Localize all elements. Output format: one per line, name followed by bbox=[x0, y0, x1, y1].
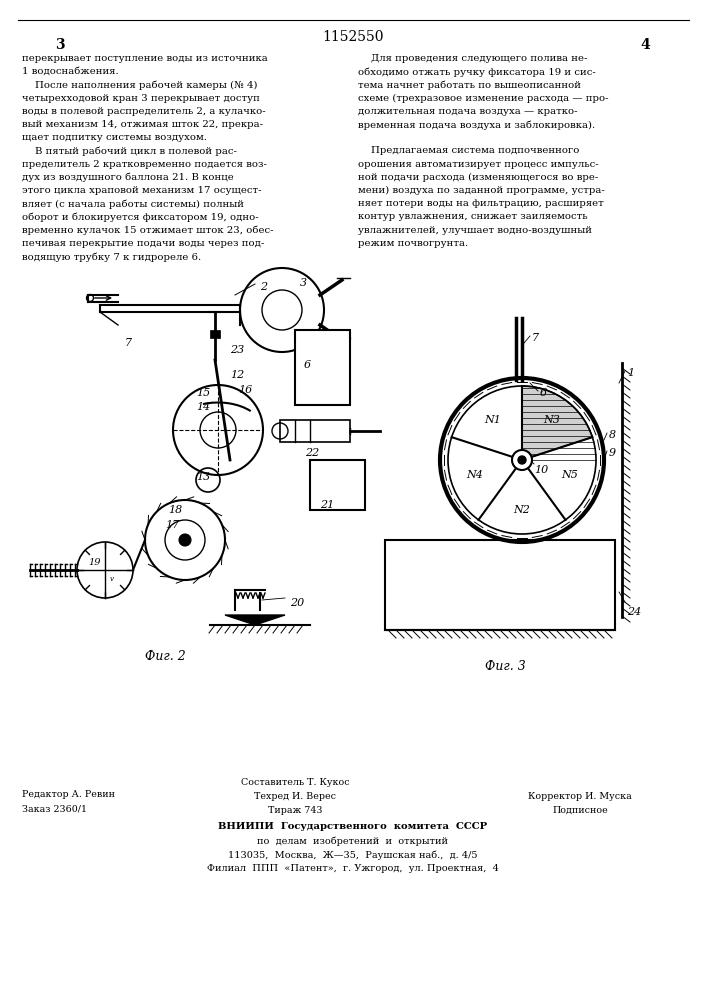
Text: 4: 4 bbox=[640, 38, 650, 52]
Text: схеме (трехразовое изменение расхода — про-: схеме (трехразовое изменение расхода — п… bbox=[358, 94, 609, 103]
Bar bbox=[210, 330, 220, 338]
Circle shape bbox=[518, 456, 526, 464]
Text: 23: 23 bbox=[230, 345, 244, 355]
Text: После наполнения рабочей камеры (№ 4): После наполнения рабочей камеры (№ 4) bbox=[22, 80, 257, 90]
Text: 2: 2 bbox=[260, 282, 267, 292]
Text: вый механизм 14, отжимая шток 22, прекра-: вый механизм 14, отжимая шток 22, прекра… bbox=[22, 120, 263, 129]
Text: 1152550: 1152550 bbox=[322, 30, 384, 44]
Text: Составитель Т. Кукос: Составитель Т. Кукос bbox=[240, 778, 349, 787]
Text: оборот и блокируется фиксатором 19, одно-: оборот и блокируется фиксатором 19, одно… bbox=[22, 212, 259, 222]
Text: Корректор И. Муска: Корректор И. Муска bbox=[528, 792, 632, 801]
Text: 7: 7 bbox=[532, 333, 539, 343]
Text: тема начнет работать по вышеописанной: тема начнет работать по вышеописанной bbox=[358, 80, 581, 90]
Text: режим почвогрунта.: режим почвогрунта. bbox=[358, 239, 468, 248]
Text: В пятый рабочий цикл в полевой рас-: В пятый рабочий цикл в полевой рас- bbox=[22, 146, 237, 156]
Text: орошения автоматизирует процесс импульс-: орошения автоматизирует процесс импульс- bbox=[358, 160, 599, 169]
Text: Редактор А. Ревин: Редактор А. Ревин bbox=[22, 790, 115, 799]
Text: Заказ 2360/1: Заказ 2360/1 bbox=[22, 804, 87, 813]
Text: Предлагаемая система подпочвенного: Предлагаемая система подпочвенного bbox=[358, 146, 579, 155]
Circle shape bbox=[512, 450, 532, 470]
Text: N1: N1 bbox=[484, 415, 501, 425]
Text: няет потери воды на фильтрацию, расширяет: няет потери воды на фильтрацию, расширяе… bbox=[358, 199, 604, 208]
Text: Для проведения следующего полива не-: Для проведения следующего полива не- bbox=[358, 54, 588, 63]
Text: 1 водоснабжения.: 1 водоснабжения. bbox=[22, 67, 119, 76]
Text: этого цикла храповой механизм 17 осущест-: этого цикла храповой механизм 17 осущест… bbox=[22, 186, 262, 195]
Text: 20: 20 bbox=[290, 598, 304, 608]
Bar bbox=[295, 330, 350, 405]
Text: Тираж 743: Тираж 743 bbox=[268, 806, 322, 815]
Text: пределитель 2 кратковременно подается воз-: пределитель 2 кратковременно подается во… bbox=[22, 160, 267, 169]
Text: обходимо отжать ручку фиксатора 19 и сис-: обходимо отжать ручку фиксатора 19 и сис… bbox=[358, 67, 596, 77]
Text: 24: 24 bbox=[627, 607, 641, 617]
Text: дух из воздушного баллона 21. В конце: дух из воздушного баллона 21. В конце bbox=[22, 173, 234, 182]
Bar bbox=[280, 420, 350, 442]
Text: ВНИИПИ  Государственного  комитета  СССР: ВНИИПИ Государственного комитета СССР bbox=[218, 822, 488, 831]
Wedge shape bbox=[522, 386, 592, 460]
Text: 3: 3 bbox=[300, 278, 307, 288]
Text: N4: N4 bbox=[466, 470, 483, 480]
Text: временно кулачок 15 отжимает шток 23, обес-: временно кулачок 15 отжимает шток 23, об… bbox=[22, 226, 274, 235]
Text: вляет (с начала работы системы) полный: вляет (с начала работы системы) полный bbox=[22, 199, 244, 209]
Text: Филиал  ППП  «Патент»,  г. Ужгород,  ул. Проектная,  4: Филиал ППП «Патент», г. Ужгород, ул. Про… bbox=[207, 864, 499, 873]
Text: четырехходовой кран 3 перекрывает доступ: четырехходовой кран 3 перекрывает доступ bbox=[22, 94, 260, 103]
Text: 22: 22 bbox=[305, 448, 320, 458]
Text: 18: 18 bbox=[168, 505, 182, 515]
Text: Техред И. Верес: Техред И. Верес bbox=[254, 792, 336, 801]
Text: 19: 19 bbox=[88, 558, 100, 567]
Text: 21: 21 bbox=[320, 500, 334, 510]
Text: 6: 6 bbox=[540, 388, 547, 398]
Text: 8: 8 bbox=[609, 430, 616, 440]
Text: 7: 7 bbox=[125, 338, 132, 348]
Text: 1: 1 bbox=[627, 368, 634, 378]
Text: контур увлажнения, снижает заиляемость: контур увлажнения, снижает заиляемость bbox=[358, 212, 588, 221]
Text: 15: 15 bbox=[196, 388, 210, 398]
Text: 14: 14 bbox=[196, 402, 210, 412]
Text: 3: 3 bbox=[55, 38, 65, 52]
Text: Фиг. 3: Фиг. 3 bbox=[484, 660, 525, 673]
Text: водящую трубку 7 к гидрореле 6.: водящую трубку 7 к гидрореле 6. bbox=[22, 252, 201, 261]
Text: N3: N3 bbox=[543, 415, 560, 425]
Text: печивая перекрытие подачи воды через под-: печивая перекрытие подачи воды через под… bbox=[22, 239, 264, 248]
Text: 13: 13 bbox=[196, 472, 210, 482]
Text: 6: 6 bbox=[304, 360, 311, 370]
Text: 17: 17 bbox=[165, 520, 180, 530]
Text: мени) воздуха по заданной программе, устра-: мени) воздуха по заданной программе, уст… bbox=[358, 186, 604, 195]
Text: щает подпитку системы воздухом.: щает подпитку системы воздухом. bbox=[22, 133, 207, 142]
Polygon shape bbox=[225, 615, 285, 625]
Text: 9: 9 bbox=[609, 448, 616, 458]
Text: N2: N2 bbox=[513, 505, 530, 515]
Bar bbox=[385, 540, 615, 630]
Text: воды в полевой распределитель 2, а кулачко-: воды в полевой распределитель 2, а кулач… bbox=[22, 107, 266, 116]
Text: 16: 16 bbox=[238, 385, 252, 395]
Text: 12: 12 bbox=[230, 370, 244, 380]
Bar bbox=[310, 460, 365, 510]
Text: перекрывает поступление воды из источника: перекрывает поступление воды из источник… bbox=[22, 54, 268, 63]
Text: 10: 10 bbox=[534, 465, 548, 475]
Text: 113035,  Москва,  Ж—35,  Раушская наб.,  д. 4/5: 113035, Москва, Ж—35, Раушская наб., д. … bbox=[228, 850, 478, 859]
Text: N5: N5 bbox=[561, 470, 578, 480]
Text: ной подачи расхода (изменяющегося во вре-: ной подачи расхода (изменяющегося во вре… bbox=[358, 173, 598, 182]
Text: по  делам  изобретений  и  открытий: по делам изобретений и открытий bbox=[257, 836, 448, 846]
Text: Фиг. 2: Фиг. 2 bbox=[145, 650, 185, 663]
Text: v: v bbox=[110, 575, 114, 583]
Text: Подписное: Подписное bbox=[552, 806, 608, 815]
Text: должительная подача воздуха — кратко-: должительная подача воздуха — кратко- bbox=[358, 107, 578, 116]
Text: временная подача воздуха и заблокировка).: временная подача воздуха и заблокировка)… bbox=[358, 120, 595, 129]
Circle shape bbox=[179, 534, 191, 546]
Text: увлажнителей, улучшает водно-воздушный: увлажнителей, улучшает водно-воздушный bbox=[358, 226, 592, 235]
